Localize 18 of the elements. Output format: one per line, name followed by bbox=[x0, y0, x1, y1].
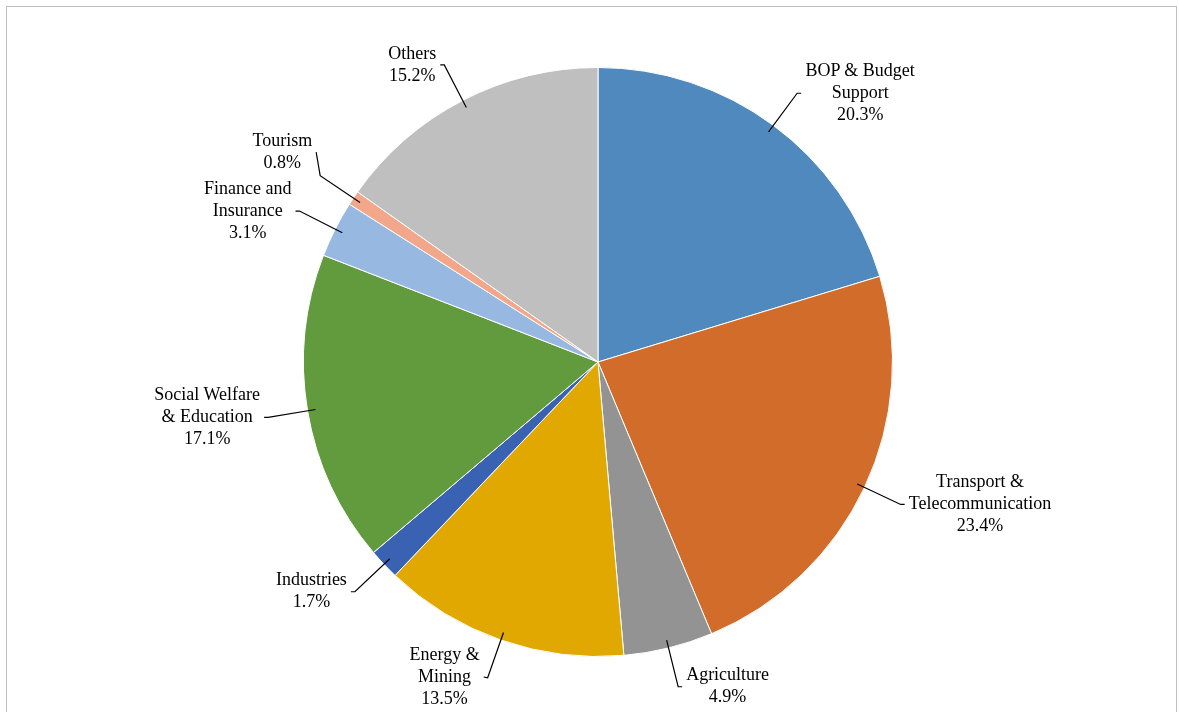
data-label: 0.8% bbox=[263, 151, 302, 172]
slice-label: Others bbox=[388, 42, 437, 63]
slice-label: Tourism bbox=[252, 129, 313, 150]
slice-label: BOP & Budget Support bbox=[805, 59, 915, 102]
data-label: 17.1% bbox=[183, 428, 231, 449]
slice-label: Transport & Telecommunication bbox=[908, 471, 1052, 514]
data-label: 3.1% bbox=[229, 221, 267, 242]
slice-label: Finance and Insurance bbox=[204, 177, 292, 220]
slice-label: Industries bbox=[275, 569, 347, 590]
slice-label: Agriculture bbox=[686, 664, 770, 685]
slice-label: Energy & Mining bbox=[409, 643, 480, 686]
data-label: 13.5% bbox=[421, 687, 468, 708]
data-label: 4.9% bbox=[708, 686, 747, 707]
slice-label: Social Welfare & Education bbox=[154, 384, 260, 427]
data-label: 15.2% bbox=[389, 64, 436, 85]
data-label: 1.7% bbox=[292, 591, 331, 612]
data-label: 20.3% bbox=[836, 103, 884, 124]
data-label: 23.4% bbox=[956, 515, 1004, 536]
